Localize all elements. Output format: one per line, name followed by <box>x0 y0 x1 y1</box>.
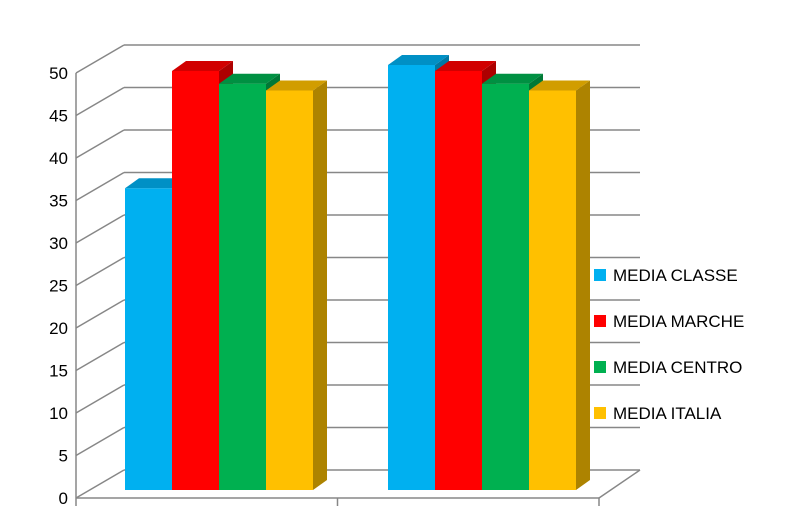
bar-media-centro <box>219 83 266 490</box>
side-wall-gridline <box>75 129 125 159</box>
bar-media-centro <box>482 83 529 490</box>
bar-media-classe <box>125 188 172 490</box>
side-wall-gridline <box>75 171 125 202</box>
y-tick-label: 15 <box>49 362 68 381</box>
bar-side-face <box>576 80 590 490</box>
legend-label: MEDIA CENTRO <box>613 358 742 377</box>
legend-swatch <box>594 361 606 373</box>
legend-label: MEDIA ITALIA <box>613 404 722 423</box>
side-wall-gridline <box>75 469 125 499</box>
side-wall-gridline <box>75 214 125 244</box>
legend-swatch <box>594 269 606 281</box>
y-tick-label: 40 <box>49 149 68 168</box>
bar-top-face <box>219 73 280 84</box>
side-wall-gridline <box>75 256 125 287</box>
bar-media-marche <box>172 70 219 490</box>
legend-label: MEDIA CLASSE <box>613 266 738 285</box>
bar-top-face <box>172 60 233 71</box>
y-tick-label: 50 <box>49 64 68 83</box>
bar-top-face <box>435 60 496 71</box>
legend-swatch <box>594 315 606 327</box>
legend-swatch <box>594 407 606 419</box>
floor-right-edge <box>598 469 641 499</box>
bar-media-italia <box>529 90 576 490</box>
side-wall-gridline <box>75 299 125 329</box>
y-tick-label: 35 <box>49 192 68 211</box>
y-tick-label: 25 <box>49 277 68 296</box>
side-wall-gridline <box>75 86 125 117</box>
bar-top-face <box>266 80 327 91</box>
y-tick-label: 0 <box>59 489 68 508</box>
y-tick-label: 30 <box>49 234 68 253</box>
y-tick-label: 45 <box>49 107 68 126</box>
bar-media-classe <box>388 65 435 490</box>
side-wall-gridline <box>75 426 125 457</box>
bar-top-face <box>388 55 449 65</box>
legend-label: MEDIA MARCHE <box>613 312 744 331</box>
y-tick-label: 20 <box>49 319 68 338</box>
bar-media-marche <box>435 70 482 490</box>
y-tick-label: 5 <box>59 447 68 466</box>
bar-top-face <box>125 178 186 189</box>
bar-top-face <box>529 80 590 91</box>
side-wall-gridline <box>75 384 125 414</box>
bar-media-italia <box>266 90 313 490</box>
y-tick-label: 10 <box>49 404 68 423</box>
side-wall-gridline <box>75 341 125 372</box>
side-wall-gridline <box>75 44 125 74</box>
bar-side-face <box>313 80 327 490</box>
bar-top-face <box>482 73 543 84</box>
